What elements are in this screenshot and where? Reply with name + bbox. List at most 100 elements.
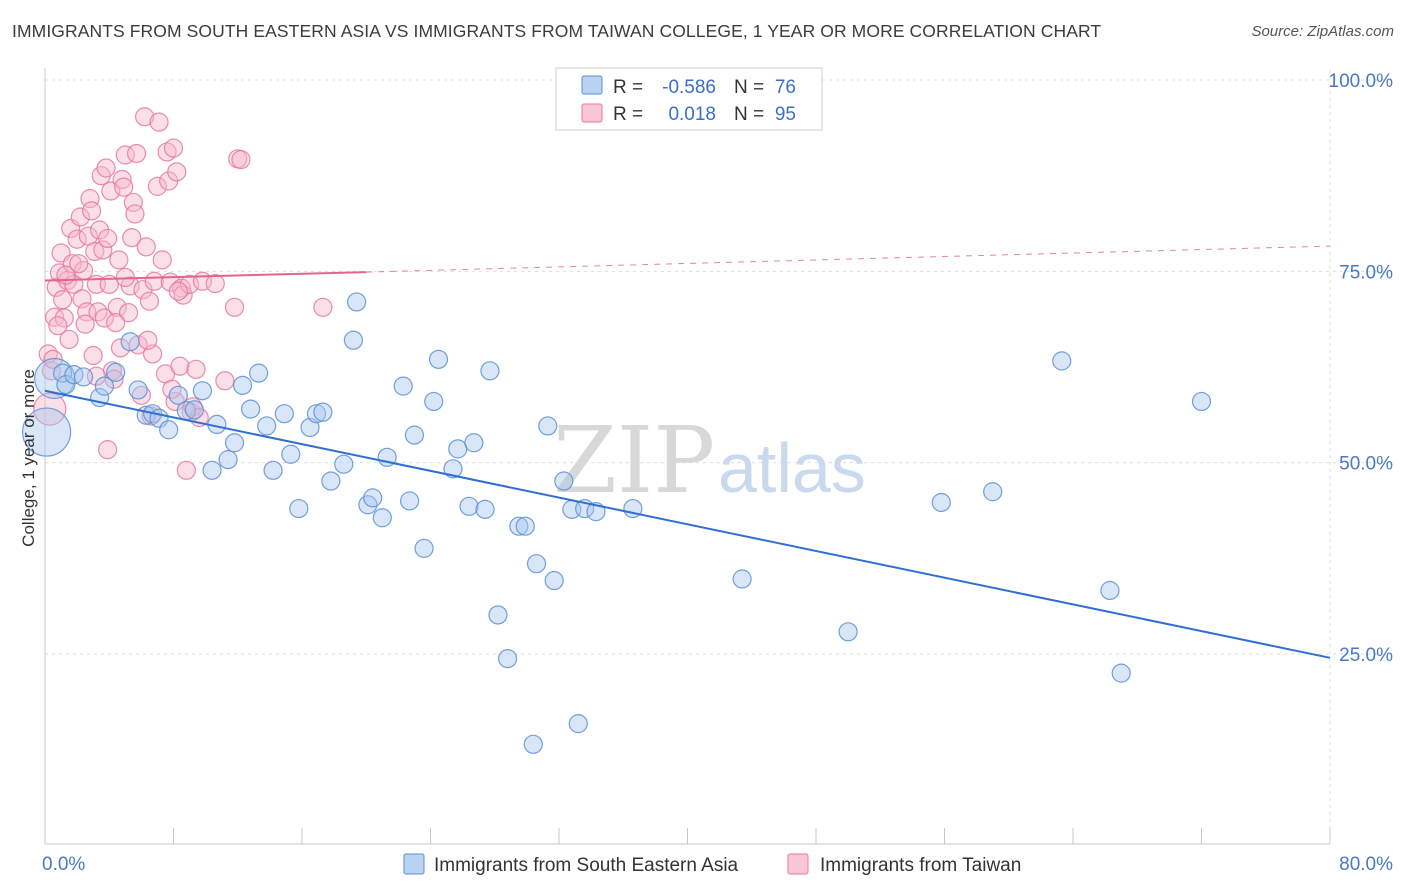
sea-point-46 — [424, 391, 444, 412]
legend-n-value-1: 76 — [775, 77, 796, 98]
sea-point-0 — [22, 407, 72, 457]
y-tick-label-75: 75.0% — [1339, 262, 1393, 283]
sea-point-24 — [241, 399, 261, 419]
sea-point-70 — [931, 492, 951, 513]
x-tick-label-1: 80.0% — [1339, 854, 1393, 875]
tw-point-41 — [125, 204, 145, 224]
sea-point-27 — [263, 460, 283, 480]
sea-point-52 — [475, 499, 495, 519]
stats-legend: R = -0.586 N = 76 R = 0.018 N = 95 — [555, 67, 823, 131]
sea-point-32 — [306, 404, 327, 424]
sea-point-59 — [526, 554, 547, 574]
sea-point-30 — [289, 498, 309, 519]
tw-point-34 — [109, 250, 129, 270]
trend-line-taiwan — [44, 271, 367, 282]
tw-point-36 — [114, 177, 134, 197]
sea-point-53 — [480, 361, 500, 381]
tw-point-91 — [205, 273, 225, 294]
tw-point-20 — [85, 241, 105, 262]
sea-point-15 — [168, 385, 188, 405]
sea-point-17 — [184, 400, 204, 420]
watermark-zip: ZIP — [553, 407, 715, 514]
sea-point-54 — [488, 605, 508, 625]
tw-point-38 — [118, 303, 139, 323]
sea-point-39 — [363, 488, 383, 508]
tw-point-93 — [138, 330, 158, 350]
legend-n-label-1: N = — [734, 77, 764, 98]
sea-point-68 — [732, 569, 752, 589]
sea-point-22 — [224, 433, 245, 453]
sea-point-43 — [400, 491, 420, 511]
watermark-atlas: atlas — [718, 429, 866, 507]
chart-title: IMMIGRANTS FROM SOUTH EASTERN ASIA VS IM… — [12, 21, 1102, 41]
tick-labels: 25.0% 50.0% 75.0% 100.0% 0.0% 80.0% — [42, 71, 1393, 875]
sea-point-28 — [274, 404, 294, 424]
sea-point-10 — [128, 380, 148, 400]
sea-point-60 — [538, 416, 558, 436]
sea-point-72 — [1052, 351, 1072, 371]
sea-point-19 — [202, 460, 222, 480]
series-label-sea: Immigrants from South Eastern Asia — [434, 855, 739, 876]
sea-point-38 — [358, 495, 378, 515]
y-tick-label-100: 100.0% — [1329, 71, 1394, 92]
sea-point-49 — [448, 439, 468, 459]
sea-point-61 — [544, 570, 564, 591]
tw-point-94 — [110, 338, 131, 358]
taiwan-points — [33, 107, 333, 480]
tw-point-84 — [106, 313, 126, 333]
sea-point-7 — [94, 376, 115, 396]
sea-point-55 — [498, 648, 518, 669]
tw-point-50 — [144, 271, 164, 291]
tw-point-17 — [80, 189, 100, 209]
tw-point-35 — [112, 169, 132, 190]
series-legend: Immigrants from South Eastern Asia Immig… — [403, 853, 1021, 876]
legend-r-label-1: R = — [613, 77, 643, 98]
tw-point-12 — [70, 207, 90, 227]
sea-point-29 — [281, 444, 301, 464]
tw-point-60 — [167, 162, 187, 182]
tw-point-76 — [48, 316, 68, 336]
tw-point-42 — [126, 143, 147, 164]
sea-point-36 — [343, 330, 363, 350]
tw-point-64 — [176, 460, 196, 480]
axes — [44, 68, 1331, 845]
sea-point-57 — [515, 516, 535, 536]
tw-point-51 — [147, 176, 168, 196]
legend-swatch-blue — [581, 75, 603, 95]
tw-point-27 — [96, 158, 116, 178]
sea-point-47 — [428, 349, 449, 369]
sea-point-50 — [459, 496, 479, 516]
sea-point-44 — [404, 425, 425, 445]
tw-point-86 — [122, 228, 142, 248]
tw-point-33 — [107, 297, 127, 317]
sea-point-69 — [838, 622, 858, 642]
tw-point-79 — [59, 329, 79, 350]
legend-r-value-2: 0.018 — [668, 104, 716, 125]
tw-point-73 — [313, 297, 333, 317]
sea-point-74 — [1111, 663, 1131, 683]
sea-point-18 — [192, 381, 213, 401]
tw-point-11 — [67, 229, 87, 249]
tw-point-61 — [170, 356, 190, 376]
tw-point-30 — [101, 181, 121, 201]
tw-point-26 — [94, 308, 115, 328]
tw-point-89 — [168, 281, 188, 301]
sea-point-71 — [983, 482, 1003, 502]
trend-line-taiwan-extension — [366, 245, 1331, 273]
tw-point-47 — [136, 237, 156, 257]
tw-point-28 — [98, 228, 118, 249]
sea-point-62 — [554, 471, 574, 491]
legend-r-value-1: -0.586 — [662, 77, 716, 98]
legend-swatch-pink — [581, 103, 603, 123]
tw-point-92 — [215, 371, 235, 391]
y-axis-label: College, 1 year or more — [19, 369, 38, 547]
sea-point-37 — [347, 292, 367, 312]
watermark: ZIP atlas — [553, 407, 866, 514]
series-label-taiwan: Immigrants from Taiwan — [820, 855, 1021, 876]
sea-point-5 — [73, 367, 94, 387]
tw-point-68 — [186, 359, 206, 379]
sea-point-3 — [56, 375, 76, 395]
sea-point-51 — [464, 433, 484, 453]
sea-point-23 — [232, 375, 253, 395]
